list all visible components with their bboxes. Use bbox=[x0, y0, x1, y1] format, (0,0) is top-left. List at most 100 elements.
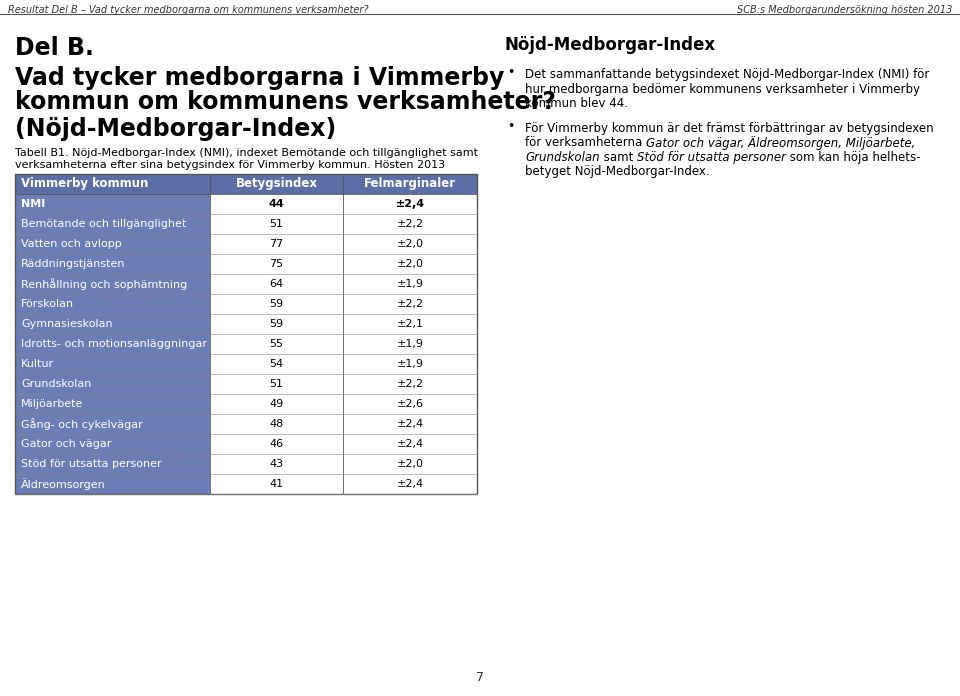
Text: för verksamheterna: för verksamheterna bbox=[525, 136, 646, 150]
Text: 46: 46 bbox=[270, 439, 283, 449]
Text: För Vimmerby kommun är det främst förbättringar av betygsindexen: För Vimmerby kommun är det främst förbät… bbox=[525, 122, 934, 135]
Text: Gator och vägar, Äldreomsorgen, Miljöarbete,: Gator och vägar, Äldreomsorgen, Miljöarb… bbox=[646, 136, 916, 150]
Text: 59: 59 bbox=[270, 299, 283, 309]
Text: samt: samt bbox=[600, 151, 636, 164]
Text: Äldreomsorgen: Äldreomsorgen bbox=[21, 478, 106, 490]
Text: ±2,0: ±2,0 bbox=[396, 239, 423, 249]
Bar bbox=[15, 434, 210, 454]
Bar bbox=[210, 234, 477, 254]
Bar bbox=[210, 334, 477, 354]
Bar bbox=[15, 174, 477, 494]
Text: •: • bbox=[507, 120, 515, 133]
Text: Tabell B1. Nöjd-Medborgar-Index (NMI), indexet Bemötande och tillgänglighet samt: Tabell B1. Nöjd-Medborgar-Index (NMI), i… bbox=[15, 148, 478, 158]
Text: Det sammanfattande betygsindexet Nöjd-Medborgar-Index (NMI) för: Det sammanfattande betygsindexet Nöjd-Me… bbox=[525, 68, 929, 81]
Bar bbox=[15, 174, 477, 194]
Text: 49: 49 bbox=[270, 399, 283, 409]
Text: Gymnasieskolan: Gymnasieskolan bbox=[21, 319, 112, 329]
Text: (Nöjd-Medborgar-Index): (Nöjd-Medborgar-Index) bbox=[15, 117, 336, 141]
Text: Felmarginaler: Felmarginaler bbox=[364, 177, 456, 191]
Text: ±1,9: ±1,9 bbox=[396, 359, 423, 369]
Text: Stöd för utsatta personer: Stöd för utsatta personer bbox=[21, 459, 161, 469]
Text: hur medborgarna bedömer kommunens verksamheter i Vimmerby: hur medborgarna bedömer kommunens verksa… bbox=[525, 83, 920, 95]
Bar bbox=[210, 394, 477, 414]
Text: Gator och vägar: Gator och vägar bbox=[21, 439, 111, 449]
Text: 48: 48 bbox=[270, 419, 283, 429]
Bar bbox=[15, 314, 210, 334]
Bar bbox=[210, 454, 477, 474]
Bar bbox=[210, 294, 477, 314]
Text: ±2,4: ±2,4 bbox=[396, 419, 423, 429]
Text: Miljöarbete: Miljöarbete bbox=[21, 399, 84, 409]
Text: Räddningstjänsten: Räddningstjänsten bbox=[21, 259, 126, 269]
Text: ±2,4: ±2,4 bbox=[396, 479, 423, 489]
Bar bbox=[15, 194, 210, 214]
Bar bbox=[210, 274, 477, 294]
Text: 51: 51 bbox=[270, 219, 283, 229]
Text: Del B.: Del B. bbox=[15, 36, 94, 60]
Bar bbox=[15, 394, 210, 414]
Text: Grundskolan: Grundskolan bbox=[21, 379, 91, 389]
Text: Vimmerby kommun: Vimmerby kommun bbox=[21, 177, 149, 191]
Text: •: • bbox=[507, 66, 515, 79]
Text: ±2,0: ±2,0 bbox=[396, 259, 423, 269]
Text: ±2,4: ±2,4 bbox=[396, 439, 423, 449]
Text: SCB:s Medborgarundersökning hösten 2013: SCB:s Medborgarundersökning hösten 2013 bbox=[736, 5, 952, 15]
Text: ±2,6: ±2,6 bbox=[396, 399, 423, 409]
Text: kommun om kommunens verksamheter?: kommun om kommunens verksamheter? bbox=[15, 90, 556, 114]
Bar bbox=[210, 354, 477, 374]
Bar bbox=[15, 294, 210, 314]
Text: NMI: NMI bbox=[21, 199, 45, 209]
Text: Förskolan: Förskolan bbox=[21, 299, 74, 309]
Text: ±2,0: ±2,0 bbox=[396, 459, 423, 469]
Bar bbox=[15, 354, 210, 374]
Bar bbox=[210, 194, 477, 214]
Text: Betygsindex: Betygsindex bbox=[235, 177, 318, 191]
Bar bbox=[15, 214, 210, 234]
Text: Gång- och cykelvägar: Gång- och cykelvägar bbox=[21, 418, 143, 430]
Text: Resultat Del B – Vad tycker medborgarna om kommunens verksamheter?: Resultat Del B – Vad tycker medborgarna … bbox=[8, 5, 369, 15]
Text: verksamheterna efter sina betygsindex för Vimmerby kommun. Hösten 2013: verksamheterna efter sina betygsindex fö… bbox=[15, 160, 445, 170]
Text: som kan höja helhets-: som kan höja helhets- bbox=[785, 151, 921, 164]
Bar bbox=[210, 214, 477, 234]
Text: ±1,9: ±1,9 bbox=[396, 339, 423, 349]
Bar bbox=[210, 414, 477, 434]
Text: 77: 77 bbox=[270, 239, 283, 249]
Text: 44: 44 bbox=[269, 199, 284, 209]
Text: Nöjd-Medborgar-Index: Nöjd-Medborgar-Index bbox=[505, 36, 716, 54]
Bar bbox=[210, 374, 477, 394]
Text: Grundskolan: Grundskolan bbox=[525, 151, 600, 164]
Text: 43: 43 bbox=[270, 459, 283, 469]
Text: 75: 75 bbox=[270, 259, 283, 269]
Text: 7: 7 bbox=[476, 671, 484, 684]
Text: ±2,1: ±2,1 bbox=[396, 319, 423, 329]
Text: ±2,4: ±2,4 bbox=[396, 199, 424, 209]
Text: ±2,2: ±2,2 bbox=[396, 219, 423, 229]
Bar bbox=[210, 434, 477, 454]
Text: 51: 51 bbox=[270, 379, 283, 389]
Text: Vad tycker medborgarna i Vimmerby: Vad tycker medborgarna i Vimmerby bbox=[15, 66, 504, 90]
Bar bbox=[15, 374, 210, 394]
Text: 59: 59 bbox=[270, 319, 283, 329]
Bar bbox=[15, 414, 210, 434]
Text: 64: 64 bbox=[270, 279, 283, 289]
Bar bbox=[15, 254, 210, 274]
Text: kommun blev 44.: kommun blev 44. bbox=[525, 97, 628, 110]
Bar bbox=[15, 474, 210, 494]
Bar bbox=[15, 334, 210, 354]
Bar bbox=[210, 474, 477, 494]
Text: Idrotts- och motionsanläggningar: Idrotts- och motionsanläggningar bbox=[21, 339, 207, 349]
Text: Stöd för utsatta personer: Stöd för utsatta personer bbox=[636, 151, 785, 164]
Text: betyget Nöjd-Medborgar-Index.: betyget Nöjd-Medborgar-Index. bbox=[525, 166, 709, 178]
Text: 41: 41 bbox=[270, 479, 283, 489]
Text: 55: 55 bbox=[270, 339, 283, 349]
Bar bbox=[15, 454, 210, 474]
Text: Renhållning och sophämtning: Renhållning och sophämtning bbox=[21, 278, 187, 290]
Text: ±1,9: ±1,9 bbox=[396, 279, 423, 289]
Text: Kultur: Kultur bbox=[21, 359, 54, 369]
Text: ±2,2: ±2,2 bbox=[396, 299, 423, 309]
Text: ±2,2: ±2,2 bbox=[396, 379, 423, 389]
Bar bbox=[15, 274, 210, 294]
Text: Bemötande och tillgänglighet: Bemötande och tillgänglighet bbox=[21, 219, 186, 229]
Text: Vatten och avlopp: Vatten och avlopp bbox=[21, 239, 122, 249]
Bar bbox=[210, 314, 477, 334]
